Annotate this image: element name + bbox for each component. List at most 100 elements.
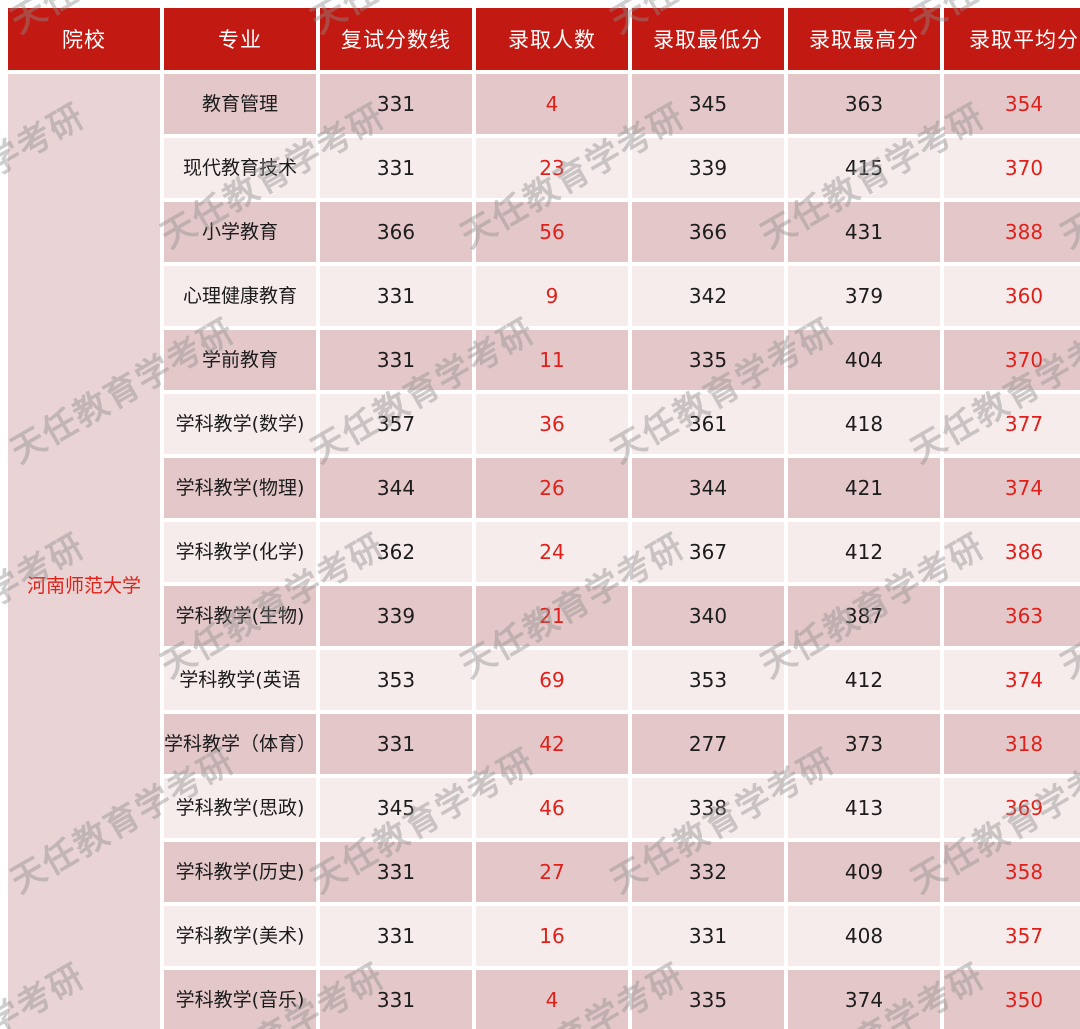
admitted-count-cell: 42 xyxy=(476,714,628,774)
avg-score-cell: 369 xyxy=(944,778,1080,838)
table-header: 院校 专业 复试分数线 录取人数 录取最低分 录取最高分 录取平均分 xyxy=(8,8,1080,70)
min-score-cell: 367 xyxy=(632,522,784,582)
min-score-cell: 340 xyxy=(632,586,784,646)
admitted-count-cell: 26 xyxy=(476,458,628,518)
avg-score-cell: 388 xyxy=(944,202,1080,262)
score-table-container: 院校 专业 复试分数线 录取人数 录取最低分 录取最高分 录取平均分 河南师范大… xyxy=(8,8,1080,1029)
admitted-count-cell: 9 xyxy=(476,266,628,326)
major-name-cell: 心理健康教育 xyxy=(164,266,316,326)
max-score-cell: 408 xyxy=(788,906,940,966)
admission-score-table: 院校 专业 复试分数线 录取人数 录取最低分 录取最高分 录取平均分 河南师范大… xyxy=(4,4,1080,1029)
major-name-cell: 教育管理 xyxy=(164,74,316,134)
major-name-cell: 学科教学（体育） xyxy=(164,714,316,774)
avg-score-cell: 377 xyxy=(944,394,1080,454)
table-row: 河南师范大学 教育管理 331 4 345 363 354 xyxy=(8,74,1080,1029)
avg-score-cell: 354 xyxy=(944,74,1080,134)
admitted-count-cell: 23 xyxy=(476,138,628,198)
min-score-cell: 345 xyxy=(632,74,784,134)
min-score-cell: 353 xyxy=(632,650,784,710)
table-row: 学科教学(生物) 339 21 340 387 363 xyxy=(8,586,1080,646)
column-header-avg-score: 录取平均分 xyxy=(944,8,1080,70)
cutoff-score-cell: 344 xyxy=(320,458,472,518)
major-name-cell: 现代教育技术 xyxy=(164,138,316,198)
admitted-count-cell: 36 xyxy=(476,394,628,454)
max-score-cell: 374 xyxy=(788,970,940,1029)
cutoff-score-cell: 331 xyxy=(320,138,472,198)
cutoff-score-cell: 331 xyxy=(320,714,472,774)
cutoff-score-cell: 366 xyxy=(320,202,472,262)
major-name-cell: 学科教学(历史) xyxy=(164,842,316,902)
cutoff-score-cell: 331 xyxy=(320,842,472,902)
avg-score-cell: 357 xyxy=(944,906,1080,966)
major-name-cell: 学前教育 xyxy=(164,330,316,390)
admitted-count-cell: 69 xyxy=(476,650,628,710)
avg-score-cell: 374 xyxy=(944,650,1080,710)
min-score-cell: 331 xyxy=(632,906,784,966)
cutoff-score-cell: 331 xyxy=(320,266,472,326)
table-row: 学科教学(物理) 344 26 344 421 374 xyxy=(8,458,1080,518)
max-score-cell: 404 xyxy=(788,330,940,390)
admitted-count-cell: 56 xyxy=(476,202,628,262)
admitted-count-cell: 27 xyxy=(476,842,628,902)
cutoff-score-cell: 331 xyxy=(320,330,472,390)
cutoff-score-cell: 345 xyxy=(320,778,472,838)
major-name-cell: 学科教学(美术) xyxy=(164,906,316,966)
min-score-cell: 332 xyxy=(632,842,784,902)
max-score-cell: 421 xyxy=(788,458,940,518)
major-name-cell: 学科教学(英语 xyxy=(164,650,316,710)
table-row: 学科教学（体育） 331 42 277 373 318 xyxy=(8,714,1080,774)
table-row: 现代教育技术 331 23 339 415 370 xyxy=(8,138,1080,198)
cutoff-score-cell: 331 xyxy=(320,906,472,966)
cutoff-score-cell: 339 xyxy=(320,586,472,646)
cutoff-score-cell: 362 xyxy=(320,522,472,582)
column-header-min-score: 录取最低分 xyxy=(632,8,784,70)
min-score-cell: 339 xyxy=(632,138,784,198)
max-score-cell: 415 xyxy=(788,138,940,198)
admitted-count-cell: 4 xyxy=(476,970,628,1029)
max-score-cell: 379 xyxy=(788,266,940,326)
table-row: 学前教育 331 11 335 404 370 xyxy=(8,330,1080,390)
cutoff-score-cell: 357 xyxy=(320,394,472,454)
column-header-school: 院校 xyxy=(8,8,160,70)
min-score-cell: 335 xyxy=(632,330,784,390)
column-header-admitted-count: 录取人数 xyxy=(476,8,628,70)
admitted-count-cell: 4 xyxy=(476,74,628,134)
max-score-cell: 373 xyxy=(788,714,940,774)
max-score-cell: 363 xyxy=(788,74,940,134)
table-row: 学科教学(历史) 331 27 332 409 358 xyxy=(8,842,1080,902)
avg-score-cell: 350 xyxy=(944,970,1080,1029)
max-score-cell: 387 xyxy=(788,586,940,646)
min-score-cell: 277 xyxy=(632,714,784,774)
min-score-cell: 342 xyxy=(632,266,784,326)
min-score-cell: 335 xyxy=(632,970,784,1029)
table-row: 心理健康教育 331 9 342 379 360 xyxy=(8,266,1080,326)
min-score-cell: 366 xyxy=(632,202,784,262)
column-header-max-score: 录取最高分 xyxy=(788,8,940,70)
admitted-count-cell: 21 xyxy=(476,586,628,646)
max-score-cell: 409 xyxy=(788,842,940,902)
admitted-count-cell: 11 xyxy=(476,330,628,390)
table-row: 学科教学(音乐) 331 4 335 374 350 xyxy=(8,970,1080,1029)
max-score-cell: 412 xyxy=(788,650,940,710)
avg-score-cell: 360 xyxy=(944,266,1080,326)
major-name-cell: 学科教学(数学) xyxy=(164,394,316,454)
cutoff-score-cell: 353 xyxy=(320,650,472,710)
table-row: 学科教学(英语 353 69 353 412 374 xyxy=(8,650,1080,710)
max-score-cell: 418 xyxy=(788,394,940,454)
admitted-count-cell: 16 xyxy=(476,906,628,966)
header-row: 院校 专业 复试分数线 录取人数 录取最低分 录取最高分 录取平均分 xyxy=(8,8,1080,70)
cutoff-score-cell: 331 xyxy=(320,74,472,134)
min-score-cell: 344 xyxy=(632,458,784,518)
min-score-cell: 361 xyxy=(632,394,784,454)
avg-score-cell: 370 xyxy=(944,330,1080,390)
major-name-cell: 学科教学(思政) xyxy=(164,778,316,838)
max-score-cell: 412 xyxy=(788,522,940,582)
major-name-cell: 学科教学(化学) xyxy=(164,522,316,582)
major-name-cell: 小学教育 xyxy=(164,202,316,262)
min-score-cell: 338 xyxy=(632,778,784,838)
column-header-cutoff: 复试分数线 xyxy=(320,8,472,70)
max-score-cell: 413 xyxy=(788,778,940,838)
avg-score-cell: 374 xyxy=(944,458,1080,518)
cutoff-score-cell: 331 xyxy=(320,970,472,1029)
